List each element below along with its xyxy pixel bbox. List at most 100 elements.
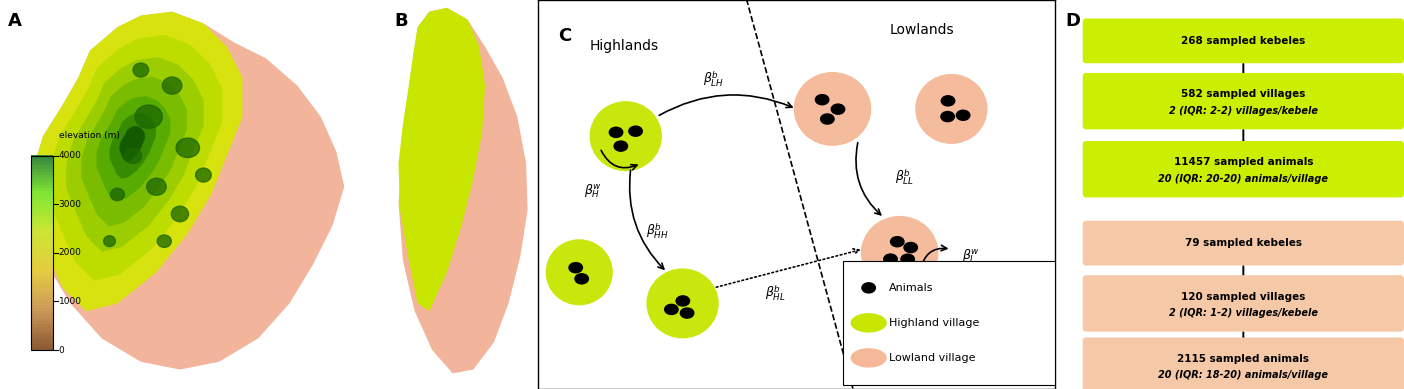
Text: $\beta_{HH}^b$: $\beta_{HH}^b$ (646, 222, 670, 241)
Text: 120 sampled villages: 120 sampled villages (1181, 292, 1306, 301)
Polygon shape (66, 57, 204, 252)
Polygon shape (110, 113, 156, 179)
Bar (31, 288, 53, 292)
Text: C: C (559, 27, 571, 45)
Bar (31, 255, 53, 259)
Bar (31, 197, 53, 201)
Polygon shape (31, 12, 344, 370)
Bar (31, 177, 53, 182)
Circle shape (820, 114, 834, 124)
Polygon shape (399, 8, 528, 373)
Circle shape (569, 263, 583, 273)
Bar (31, 210, 53, 214)
Bar (31, 155, 53, 159)
Bar (31, 301, 53, 305)
Bar (31, 242, 53, 246)
Bar (31, 262, 53, 266)
Bar (31, 275, 53, 279)
Text: 4000: 4000 (59, 151, 81, 160)
Bar (31, 203, 53, 207)
Ellipse shape (104, 236, 115, 247)
Bar (31, 181, 53, 185)
Bar (31, 333, 53, 337)
Circle shape (862, 283, 875, 293)
Bar (31, 236, 53, 240)
Bar (31, 156, 53, 350)
Text: 0: 0 (59, 345, 65, 355)
Polygon shape (399, 8, 484, 311)
Bar (31, 161, 53, 165)
Bar (31, 323, 53, 328)
Bar (31, 298, 53, 301)
Text: $\beta_L^w$: $\beta_L^w$ (962, 248, 980, 265)
Text: Highland village: Highland village (889, 318, 980, 328)
Circle shape (677, 296, 689, 306)
Ellipse shape (146, 178, 166, 195)
Circle shape (576, 274, 588, 284)
Bar (31, 220, 53, 224)
Bar (31, 226, 53, 230)
Bar (31, 200, 53, 204)
Text: A: A (8, 12, 21, 30)
Text: 582 sampled villages: 582 sampled villages (1181, 89, 1306, 99)
Text: Animals: Animals (889, 283, 934, 293)
Bar (31, 317, 53, 321)
Bar (31, 194, 53, 198)
Bar (31, 284, 53, 289)
Bar (31, 207, 53, 211)
Bar (31, 174, 53, 178)
Circle shape (890, 237, 904, 247)
Bar (31, 272, 53, 275)
Bar (31, 158, 53, 162)
Bar (31, 281, 53, 285)
Bar (31, 230, 53, 233)
Text: Lowland village: Lowland village (889, 353, 976, 363)
Ellipse shape (793, 72, 872, 146)
Text: 2115 sampled animals: 2115 sampled animals (1178, 354, 1310, 364)
FancyBboxPatch shape (1082, 338, 1404, 389)
Bar (31, 346, 53, 350)
Circle shape (831, 104, 845, 114)
FancyBboxPatch shape (1082, 221, 1404, 265)
Polygon shape (119, 126, 145, 162)
Bar (31, 343, 53, 347)
Text: 2 (IQR: 2-2) villages/kebele: 2 (IQR: 2-2) villages/kebele (1170, 106, 1318, 116)
Bar (31, 330, 53, 334)
Polygon shape (97, 96, 170, 201)
Circle shape (609, 127, 623, 137)
FancyBboxPatch shape (1082, 73, 1404, 130)
FancyBboxPatch shape (842, 261, 1054, 385)
Circle shape (614, 141, 628, 151)
Circle shape (681, 308, 694, 318)
FancyBboxPatch shape (1082, 19, 1404, 63)
Text: $\beta_H^w$: $\beta_H^w$ (584, 183, 602, 200)
Ellipse shape (111, 188, 125, 201)
Ellipse shape (133, 63, 149, 77)
Circle shape (816, 95, 828, 105)
Bar (31, 294, 53, 298)
Bar (31, 327, 53, 331)
Bar (31, 310, 53, 314)
Ellipse shape (646, 268, 719, 338)
Text: 20 (IQR: 18-20) animals/village: 20 (IQR: 18-20) animals/village (1158, 370, 1328, 380)
Bar (31, 216, 53, 221)
Ellipse shape (171, 206, 188, 222)
Text: 3000: 3000 (59, 200, 81, 209)
Bar (31, 291, 53, 295)
Text: 268 sampled kebeles: 268 sampled kebeles (1181, 36, 1306, 46)
Ellipse shape (861, 216, 938, 290)
Text: Highlands: Highlands (590, 39, 658, 53)
Bar (31, 191, 53, 194)
Text: D: D (1066, 12, 1080, 30)
Bar (31, 233, 53, 237)
Bar (31, 268, 53, 272)
Ellipse shape (590, 101, 661, 171)
Bar (31, 245, 53, 250)
Text: $\beta_{LH}^b$: $\beta_{LH}^b$ (703, 70, 724, 89)
Circle shape (664, 304, 678, 314)
Text: B: B (395, 12, 407, 30)
Ellipse shape (195, 168, 211, 182)
Circle shape (904, 242, 917, 252)
Bar (31, 187, 53, 191)
Text: Lowlands: Lowlands (889, 23, 953, 37)
